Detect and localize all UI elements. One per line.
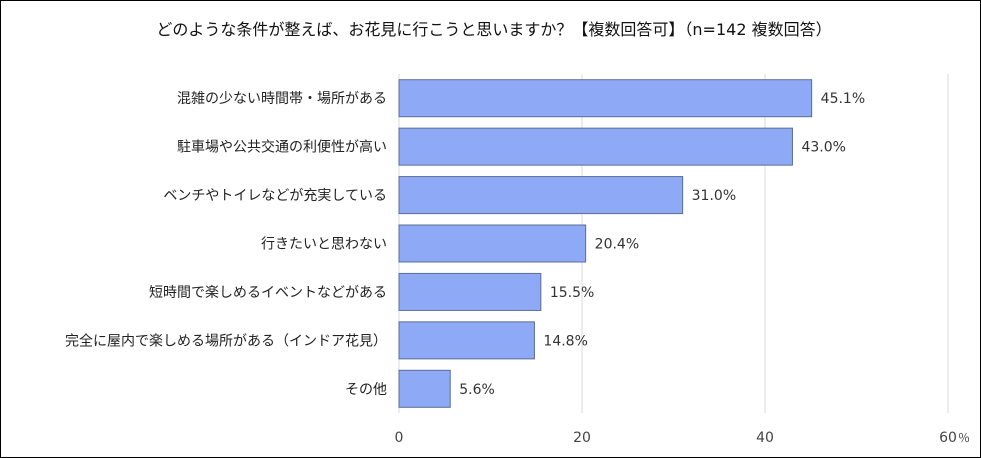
category-label: 混雑の少ない時間帯・場所がある (177, 91, 387, 107)
x-tick-label: 40 (756, 430, 774, 446)
value-label: 45.1% (821, 91, 865, 107)
chart-title: どのような条件が整えば、お花見に行こうと思いますか？【複数回答可】（n=142 … (156, 20, 831, 39)
bar (398, 369, 451, 408)
category-label: 駐車場や公共交通の利便性が高い (177, 139, 387, 156)
x-tick-label: 60 (939, 430, 957, 446)
category-label: その他 (345, 382, 387, 398)
value-labels: 45.1% 43.0% 31.0% 20.4% 15.5% 14.8% 5.6% (459, 91, 865, 398)
value-label: 5.6% (459, 382, 495, 398)
value-label: 43.0% (801, 140, 845, 156)
bar (398, 176, 684, 215)
bars (398, 79, 813, 408)
value-label: 14.8% (543, 333, 587, 349)
value-label: 20.4% (595, 237, 639, 253)
category-label: 短時間で楽しめるイベントなどがある (149, 285, 387, 301)
bar (398, 127, 793, 166)
value-label: 15.5% (550, 285, 594, 301)
category-label: 完全に屋内で楽しめる場所がある（インドア花見） (65, 332, 387, 349)
x-tick-label: 0 (395, 430, 404, 446)
bar (398, 224, 587, 263)
x-axis-unit: ％ (958, 431, 970, 445)
bar (398, 272, 542, 311)
x-axis-ticks: 0 20 40 60 (395, 430, 957, 446)
category-labels: 混雑の少ない時間帯・場所がある駐車場や公共交通の利便性が高いベンチやトイレなどが… (65, 91, 387, 398)
value-label: 31.0% (692, 188, 736, 204)
bar (398, 321, 535, 360)
category-label: 行きたいと思わない (261, 237, 387, 253)
bar (398, 79, 813, 118)
category-label: ベンチやトイレなどが充実している (163, 188, 387, 204)
x-tick-label: 20 (573, 430, 591, 446)
